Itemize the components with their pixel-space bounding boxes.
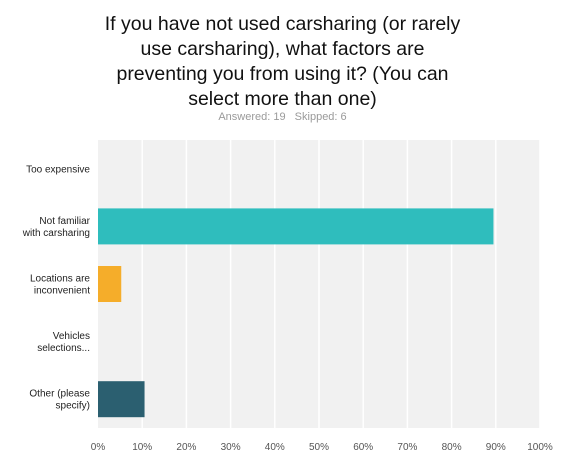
x-tick-label: 90%	[486, 442, 506, 453]
category-label: Locations are	[30, 274, 90, 285]
chart-title-line: select more than one)	[188, 88, 377, 110]
response-stats: Answered: 19 Skipped: 6	[0, 111, 565, 123]
bar	[98, 208, 494, 245]
x-tick-label: 60%	[353, 442, 373, 453]
x-tick-label: 50%	[309, 442, 329, 453]
category-label: Not familiar	[39, 216, 90, 227]
category-label: specify)	[56, 401, 90, 412]
bar	[98, 381, 145, 418]
category-label: Other (please	[29, 389, 90, 400]
chart-title-line: preventing you from using it? (You can	[116, 63, 449, 85]
category-label: with carsharing	[22, 228, 90, 239]
chart-title: If you have not used carsharing (or rare…	[50, 12, 515, 112]
bar	[98, 266, 122, 302]
category-label: selections...	[37, 343, 90, 354]
x-tick-label: 0%	[91, 442, 106, 453]
answered-count: Answered: 19	[218, 111, 286, 123]
x-tick-label: 70%	[397, 442, 417, 453]
skipped-count: Skipped: 6	[294, 111, 347, 123]
x-tick-label: 20%	[176, 442, 196, 453]
category-label: inconvenient	[34, 286, 90, 297]
category-label: Vehicles	[53, 331, 90, 342]
chart-title-line: If you have not used carsharing (or rare…	[104, 13, 461, 35]
x-tick-label: 30%	[221, 442, 241, 453]
chart-title-line: use carsharing), what factors are	[140, 38, 425, 60]
category-label: Too expensive	[26, 164, 90, 175]
x-tick-label: 10%	[132, 442, 152, 453]
x-tick-label: 40%	[265, 442, 285, 453]
x-tick-label: 80%	[442, 442, 462, 453]
x-tick-label: 100%	[527, 442, 553, 453]
